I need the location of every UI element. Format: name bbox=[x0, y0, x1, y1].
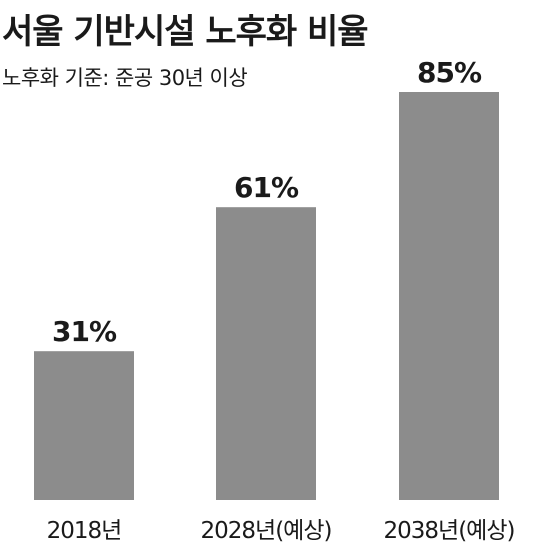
category-label-3: 2038년(예상) bbox=[384, 518, 515, 544]
value-label-2: 61% bbox=[234, 171, 299, 204]
chart-title: 서울 기반시설 노후화 비율 bbox=[2, 12, 369, 52]
bar-3 bbox=[399, 92, 499, 500]
chart-subtitle: 노후화 기준: 준공 30년 이상 bbox=[2, 66, 248, 90]
category-label-1: 2018년 bbox=[47, 518, 122, 544]
value-label-1: 31% bbox=[52, 315, 117, 348]
category-label-2: 2028년(예상) bbox=[201, 518, 332, 544]
bar-2 bbox=[216, 207, 316, 500]
value-label-3: 85% bbox=[417, 56, 482, 89]
bar-1 bbox=[34, 351, 134, 500]
